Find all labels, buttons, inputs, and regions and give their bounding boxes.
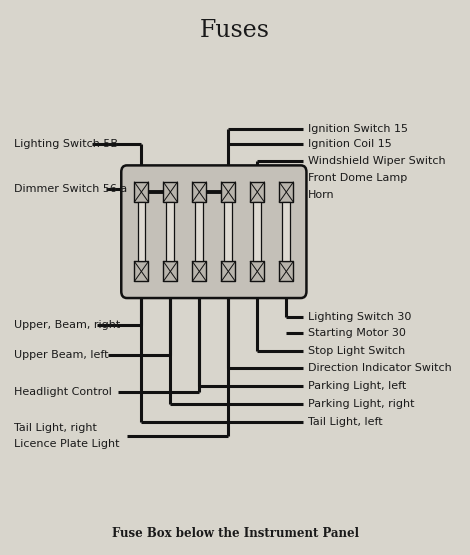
Bar	[164, 182, 177, 202]
Bar	[253, 202, 261, 261]
Bar	[164, 261, 177, 281]
Text: Ignition Switch 15: Ignition Switch 15	[308, 124, 408, 134]
Text: Headlight Control: Headlight Control	[14, 387, 112, 397]
Bar	[134, 261, 149, 281]
Text: Front Dome Lamp: Front Dome Lamp	[308, 173, 407, 183]
Bar	[225, 202, 232, 261]
Bar	[196, 202, 203, 261]
Bar	[279, 261, 293, 281]
Text: Ignition Coil 15: Ignition Coil 15	[308, 139, 392, 149]
Text: Parking Light, left: Parking Light, left	[308, 381, 406, 391]
Text: Fuse Box below the Instrument Panel: Fuse Box below the Instrument Panel	[111, 527, 359, 541]
Text: Stop Light Switch: Stop Light Switch	[308, 346, 405, 356]
Bar	[134, 182, 149, 202]
Bar	[192, 261, 206, 281]
FancyBboxPatch shape	[121, 165, 306, 298]
Bar	[138, 202, 145, 261]
Text: Windshield Wiper Switch: Windshield Wiper Switch	[308, 156, 446, 166]
Bar	[282, 202, 290, 261]
Text: Tail Light, left: Tail Light, left	[308, 417, 383, 427]
Bar	[251, 182, 265, 202]
Bar	[192, 182, 206, 202]
Bar	[279, 182, 293, 202]
Text: Parking Light, right: Parking Light, right	[308, 399, 415, 409]
Bar	[166, 202, 174, 261]
Text: Upper Beam, left: Upper Beam, left	[14, 350, 109, 360]
Bar	[221, 261, 235, 281]
Bar	[251, 261, 265, 281]
Text: Horn: Horn	[308, 190, 335, 200]
Text: Fuses: Fuses	[200, 19, 270, 42]
Text: Dimmer Switch 56 a: Dimmer Switch 56 a	[14, 184, 127, 194]
Text: Starting Motor 30: Starting Motor 30	[308, 328, 406, 338]
Text: Lighting Switch 5B: Lighting Switch 5B	[14, 139, 118, 149]
Bar	[221, 182, 235, 202]
Text: Upper, Beam, right: Upper, Beam, right	[14, 320, 120, 330]
Text: Licence Plate Light: Licence Plate Light	[14, 439, 119, 449]
Text: Lighting Switch 30: Lighting Switch 30	[308, 312, 411, 322]
Text: Direction Indicator Switch: Direction Indicator Switch	[308, 363, 452, 373]
Text: Tail Light, right: Tail Light, right	[14, 423, 97, 433]
